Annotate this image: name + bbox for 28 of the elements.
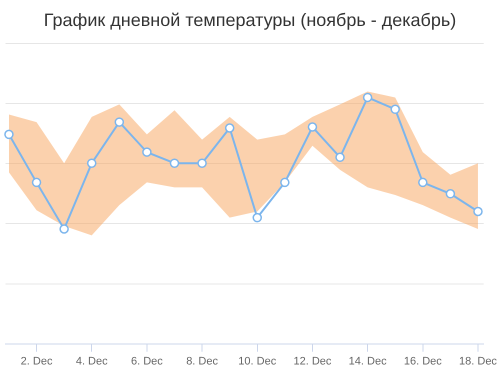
x-tick-label: 18. Dec bbox=[459, 355, 498, 368]
x-tick-label: 10. Dec bbox=[238, 355, 277, 368]
point bbox=[252, 212, 262, 222]
point bbox=[280, 178, 290, 188]
point bbox=[142, 147, 152, 157]
x-tick-label: 12. Dec bbox=[293, 355, 332, 368]
x-tick-label: 14. Dec bbox=[348, 355, 388, 368]
point bbox=[114, 117, 124, 127]
chart-title: График дневной температуры (ноябрь - декабрь) bbox=[44, 10, 456, 30]
x-tick-label: 2. Dec bbox=[20, 355, 53, 368]
x-tick-label: 16. Dec bbox=[404, 355, 442, 368]
point bbox=[308, 122, 318, 132]
point bbox=[446, 189, 456, 199]
point bbox=[418, 178, 428, 188]
point bbox=[197, 158, 207, 168]
point bbox=[59, 224, 69, 234]
x-tick-label: 6. Dec bbox=[131, 355, 164, 368]
point bbox=[473, 206, 483, 216]
point bbox=[362, 92, 372, 102]
point bbox=[335, 152, 345, 162]
x-tick-label: 8. Dec bbox=[186, 355, 218, 368]
x-tick-label: 4. Dec bbox=[76, 355, 108, 368]
point bbox=[32, 178, 42, 188]
point bbox=[170, 158, 180, 168]
point bbox=[390, 104, 400, 114]
point bbox=[4, 130, 14, 140]
point bbox=[224, 123, 234, 133]
point bbox=[86, 158, 96, 168]
